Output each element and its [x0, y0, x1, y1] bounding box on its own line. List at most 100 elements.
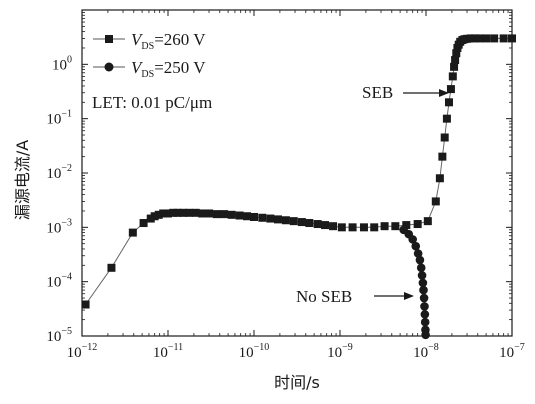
circle-point [413, 249, 423, 258]
square-point [154, 210, 163, 219]
square-point [273, 215, 282, 224]
legend-entry-250: VDS=250 V [93, 58, 206, 80]
square-point [243, 212, 252, 221]
x-tick-label: 10−8 [413, 342, 439, 361]
y-tick-label: 10−2 [46, 163, 72, 182]
legend-circle-marker [104, 62, 114, 72]
square-point [184, 208, 193, 217]
square-point [179, 208, 188, 217]
x-tick-label: 10−7 [499, 342, 525, 361]
square-point [235, 211, 244, 220]
square-point [159, 209, 168, 218]
square-point [391, 222, 400, 231]
square-point [220, 210, 229, 219]
square-point [446, 85, 455, 94]
y-tick-label: 10−1 [46, 109, 72, 128]
square-point [431, 197, 440, 206]
square-point [438, 152, 447, 161]
tick-layer: 10−12 10−11 10−10 10−9 10−8 10−7 10−5 10−4 10−3 1… [46, 9, 525, 361]
circle-point [417, 271, 427, 280]
legend-250-sub: DS [141, 69, 154, 80]
circle-point [420, 310, 430, 319]
legend-260-sub: DS [141, 41, 154, 52]
square-point [475, 34, 484, 43]
x-tick-label: 10−11 [153, 342, 183, 361]
legend-entry-260: VDS=260 V [93, 30, 206, 52]
svg-text:VDS=260 V: VDS=260 V [131, 30, 206, 52]
legend-260-suffix: =260 V [154, 30, 206, 49]
square-point [359, 223, 368, 232]
square-point [191, 208, 200, 217]
square-point [164, 209, 172, 218]
square-point [402, 221, 411, 230]
square-point [451, 56, 460, 65]
x-axis-label: 时间/s [274, 373, 320, 392]
square-point [450, 62, 459, 71]
y-tick-label: 10−3 [46, 217, 72, 236]
seb-arrow-head [439, 89, 449, 97]
square-point [227, 210, 236, 219]
square-point [169, 208, 178, 217]
x-tick-label: 10−10 [239, 342, 270, 361]
x-tick-label: 10−9 [327, 342, 353, 361]
y-tick-label: 10−5 [46, 326, 72, 345]
legend: VDS=260 V VDS=250 V [93, 30, 206, 80]
circle-point [420, 317, 430, 327]
square-point [321, 221, 330, 230]
square-point [128, 228, 137, 237]
square-point [466, 34, 475, 43]
square-point [452, 49, 461, 58]
square-point [258, 213, 267, 222]
square-point [305, 219, 314, 228]
square-point [435, 174, 444, 183]
circle-point [420, 302, 429, 311]
square-point [212, 210, 221, 219]
series-layer [81, 34, 516, 340]
square-point [380, 222, 389, 231]
square-point [313, 220, 322, 229]
y-axis-label: 漏源电流/A [13, 140, 32, 220]
square-point [499, 34, 508, 43]
no-seb-arrow-head [404, 292, 414, 300]
legend-250-suffix: =250 V [154, 58, 206, 77]
square-point [337, 223, 346, 232]
no-seb-annotation: No SEB [296, 287, 352, 306]
square-point [442, 114, 451, 123]
square-point [250, 212, 258, 221]
square-point [423, 217, 432, 226]
square-point [107, 263, 116, 272]
square-point [281, 216, 290, 225]
circle-point [418, 278, 428, 288]
square-point [173, 208, 182, 217]
circle-point [419, 285, 428, 295]
square-point [289, 217, 298, 226]
square-point [444, 98, 453, 107]
square-point [482, 34, 491, 43]
svg-text:VDS=250 V: VDS=250 V [131, 58, 206, 80]
x-tick-label: 10−12 [67, 342, 98, 361]
square-point [470, 34, 479, 43]
circle-point [419, 293, 429, 303]
square-point [150, 212, 159, 221]
legend-square-marker [105, 35, 113, 43]
square-point [440, 133, 449, 142]
circle-point [411, 241, 421, 251]
square-point [198, 209, 207, 218]
square-point [370, 223, 379, 232]
let-annotation: LET: 0.01 pC/μm [92, 93, 212, 112]
square-point [413, 220, 422, 229]
square-point [329, 222, 338, 231]
y-tick-label: 100 [52, 54, 72, 73]
y-tick-label: 10−4 [46, 272, 72, 291]
legend-260-prefix: V [131, 30, 144, 49]
circle-point [408, 235, 417, 244]
square-point [348, 223, 357, 232]
square-point [205, 209, 214, 218]
square-point [448, 72, 457, 81]
circle-point [416, 263, 426, 273]
legend-250-prefix: V [131, 58, 144, 77]
circle-point [415, 255, 425, 265]
square-point [297, 218, 306, 227]
square-point [139, 219, 148, 228]
